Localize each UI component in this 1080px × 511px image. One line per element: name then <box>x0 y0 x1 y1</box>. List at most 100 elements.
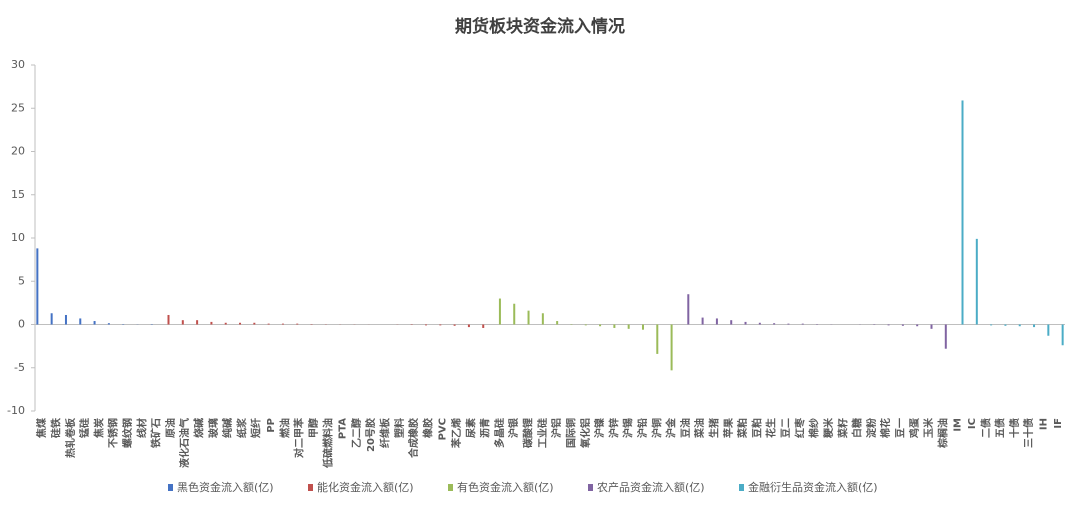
y-tick-label: 30 <box>11 58 25 71</box>
x-tick-label: 粳米 <box>822 417 835 439</box>
x-tick-label: 塑料 <box>393 418 406 438</box>
x-tick-label: 短纤 <box>250 418 263 438</box>
bar <box>556 321 558 324</box>
bar <box>542 313 544 324</box>
x-tick-label: 纸浆 <box>235 417 248 438</box>
bar <box>990 325 992 326</box>
x-tick-label: 沪铝 <box>550 418 563 438</box>
bar <box>802 324 804 325</box>
y-tick-label: 15 <box>11 188 25 201</box>
bar <box>1019 325 1021 327</box>
chart-title: 期货板块资金流入情况 <box>455 16 625 37</box>
y-tick-label: 5 <box>18 274 25 287</box>
x-tick-label: 淀粉 <box>865 418 878 438</box>
bar <box>513 304 515 325</box>
x-tick-label: 纤维板 <box>378 417 391 448</box>
x-tick-label: 国际铜 <box>564 418 577 448</box>
bar <box>425 325 427 326</box>
legend-label: 能化资金流入额(亿) <box>317 480 414 494</box>
legend-swatch <box>308 484 313 491</box>
x-tick-label: IM <box>953 418 964 432</box>
x-tick-label: 白糖 <box>851 418 864 438</box>
bar <box>499 299 501 325</box>
x-tick-label: 焦炭 <box>92 418 105 439</box>
bar <box>888 325 890 326</box>
bar <box>930 325 932 329</box>
x-tick-label: 棉花 <box>879 418 892 438</box>
bar <box>656 325 658 354</box>
bar <box>599 325 601 327</box>
x-tick-label: 沪金 <box>665 417 678 438</box>
y-tick-label: 25 <box>11 101 25 114</box>
x-tick-label: 多晶硅 <box>493 418 506 448</box>
x-tick-label: IF <box>1053 418 1064 429</box>
x-tick-label: 沪铜 <box>650 418 663 438</box>
x-tick-label: 沪锡 <box>622 418 635 438</box>
bar <box>468 325 470 328</box>
bar <box>628 325 630 329</box>
bar <box>787 324 789 325</box>
x-tick-label: 甲醇 <box>307 418 320 438</box>
x-tick-label: PTA <box>338 418 349 439</box>
x-tick-label: 硅铁 <box>49 418 62 438</box>
x-tick-label: 沪镍 <box>593 418 606 438</box>
bar <box>759 323 761 325</box>
x-tick-label: 烧碱 <box>193 418 206 438</box>
x-tick-label: IH <box>1039 418 1050 430</box>
x-tick-label: 玉米 <box>922 417 935 438</box>
legend-label: 黑色资金流入额(亿) <box>177 480 274 494</box>
x-tick-label: 苹果 <box>722 417 735 438</box>
x-tick-label: 五债 <box>994 418 1007 438</box>
x-tick-label: 焦煤 <box>35 418 48 439</box>
x-tick-label: IC <box>967 418 978 429</box>
x-tick-label: 工业硅 <box>536 418 549 448</box>
bar <box>1033 325 1035 328</box>
bar <box>108 323 110 324</box>
x-tick-label: 合成橡胶 <box>407 418 420 459</box>
bar <box>454 325 456 326</box>
bar <box>439 325 441 326</box>
bar <box>1047 325 1049 336</box>
x-tick-label: PP <box>266 418 277 433</box>
bar <box>687 294 689 324</box>
bar <box>716 318 718 324</box>
x-tick-label: 尿素 <box>464 418 477 438</box>
x-tick-label: 线材 <box>135 418 148 438</box>
x-tick-label: 氧化铝 <box>579 418 592 449</box>
x-tick-label: 20号胶 <box>364 418 377 452</box>
bar <box>976 239 978 325</box>
legend-label: 有色资金流入额(亿) <box>457 480 554 494</box>
x-tick-label: 红枣 <box>793 417 806 438</box>
bar <box>239 323 241 325</box>
x-tick-label: 螺纹钢 <box>121 418 134 448</box>
bar <box>79 318 81 324</box>
bar <box>296 324 298 325</box>
x-tick-label: 菜粕 <box>736 418 749 439</box>
bar <box>642 325 644 330</box>
bar <box>1062 325 1064 346</box>
bar <box>225 323 227 325</box>
x-tick-label: 橡胶 <box>421 418 434 438</box>
x-tick-label: 豆一 <box>894 418 906 438</box>
bar <box>1004 325 1006 326</box>
x-tick-label: 对二甲苯 <box>293 417 306 458</box>
bar <box>773 323 775 324</box>
x-tick-label: 沥青 <box>479 418 492 438</box>
legend-swatch <box>739 484 744 491</box>
x-tick-label: 锰硅 <box>78 418 91 438</box>
bar <box>916 325 918 327</box>
x-tick-label: 纯碱 <box>221 418 234 438</box>
legend-swatch <box>448 484 453 491</box>
x-tick-label: 不锈钢 <box>107 418 120 448</box>
x-tick-label: 二债 <box>979 418 992 438</box>
x-tick-label: 花生 <box>765 418 778 438</box>
bar <box>702 318 704 325</box>
bar <box>528 311 530 325</box>
x-tick-label: 生猪 <box>708 418 721 438</box>
bar <box>268 324 270 325</box>
x-tick-label: 沪银 <box>507 417 520 438</box>
x-tick-label: 碳酸锂 <box>522 418 535 448</box>
x-tick-label: 菜油 <box>693 418 706 439</box>
y-tick-label: 0 <box>18 318 25 331</box>
